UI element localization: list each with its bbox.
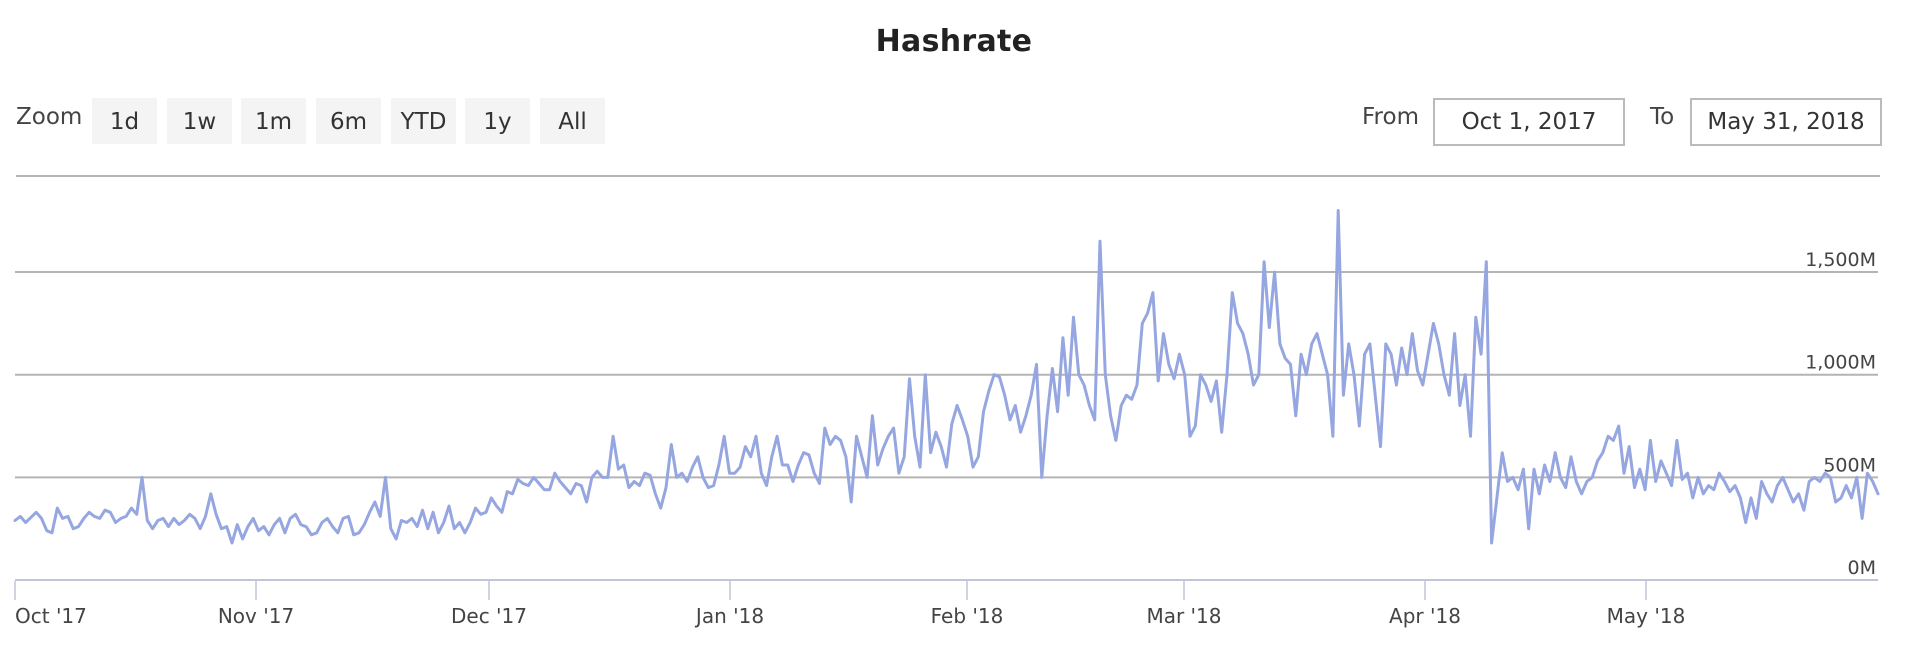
hashrate-series-line[interactable]	[13, 209, 1880, 545]
x-axis-label: Feb '18	[931, 604, 1004, 628]
x-axis-label: Mar '18	[1146, 604, 1221, 628]
x-axis-label: Oct '17	[15, 604, 87, 628]
y-axis-label: 0M	[1848, 557, 1876, 579]
y-axis-label: 1,000M	[1805, 352, 1876, 374]
y-axis-labels: 0M 500M 1,000M 1,500M	[1805, 249, 1876, 579]
x-axis-label: Nov '17	[218, 604, 294, 628]
x-axis-label: Dec '17	[451, 604, 527, 628]
zoom-6m-button[interactable]: 6m	[316, 98, 381, 144]
x-axis-label: Jan '18	[694, 604, 764, 628]
zoom-1d-button[interactable]: 1d	[92, 98, 157, 144]
zoom-all-button[interactable]: All	[540, 98, 605, 144]
y-gridlines	[15, 271, 1878, 581]
chart-title: Hashrate	[875, 24, 1033, 59]
to-date-input[interactable]: May 31, 2018	[1690, 98, 1882, 146]
x-axis: Oct '17 Nov '17 Dec '17 Jan '18 Feb '18 Mar '…	[14, 581, 1686, 628]
range-selector-divider	[16, 175, 1880, 177]
x-axis-label: May '18	[1607, 604, 1686, 628]
zoom-1m-button[interactable]: 1m	[241, 98, 306, 144]
from-label: From	[1362, 104, 1419, 130]
y-axis-label: 1,500M	[1805, 249, 1876, 271]
x-axis-label: Apr '18	[1389, 604, 1461, 628]
to-label: To	[1650, 104, 1675, 130]
y-axis-label: 500M	[1823, 454, 1876, 476]
zoom-label: Zoom	[16, 104, 83, 130]
zoom-1w-button[interactable]: 1w	[167, 98, 232, 144]
zoom-1y-button[interactable]: 1y	[465, 98, 530, 144]
zoom-ytd-button[interactable]: YTD	[391, 98, 456, 144]
from-date-input[interactable]: Oct 1, 2017	[1433, 98, 1625, 146]
